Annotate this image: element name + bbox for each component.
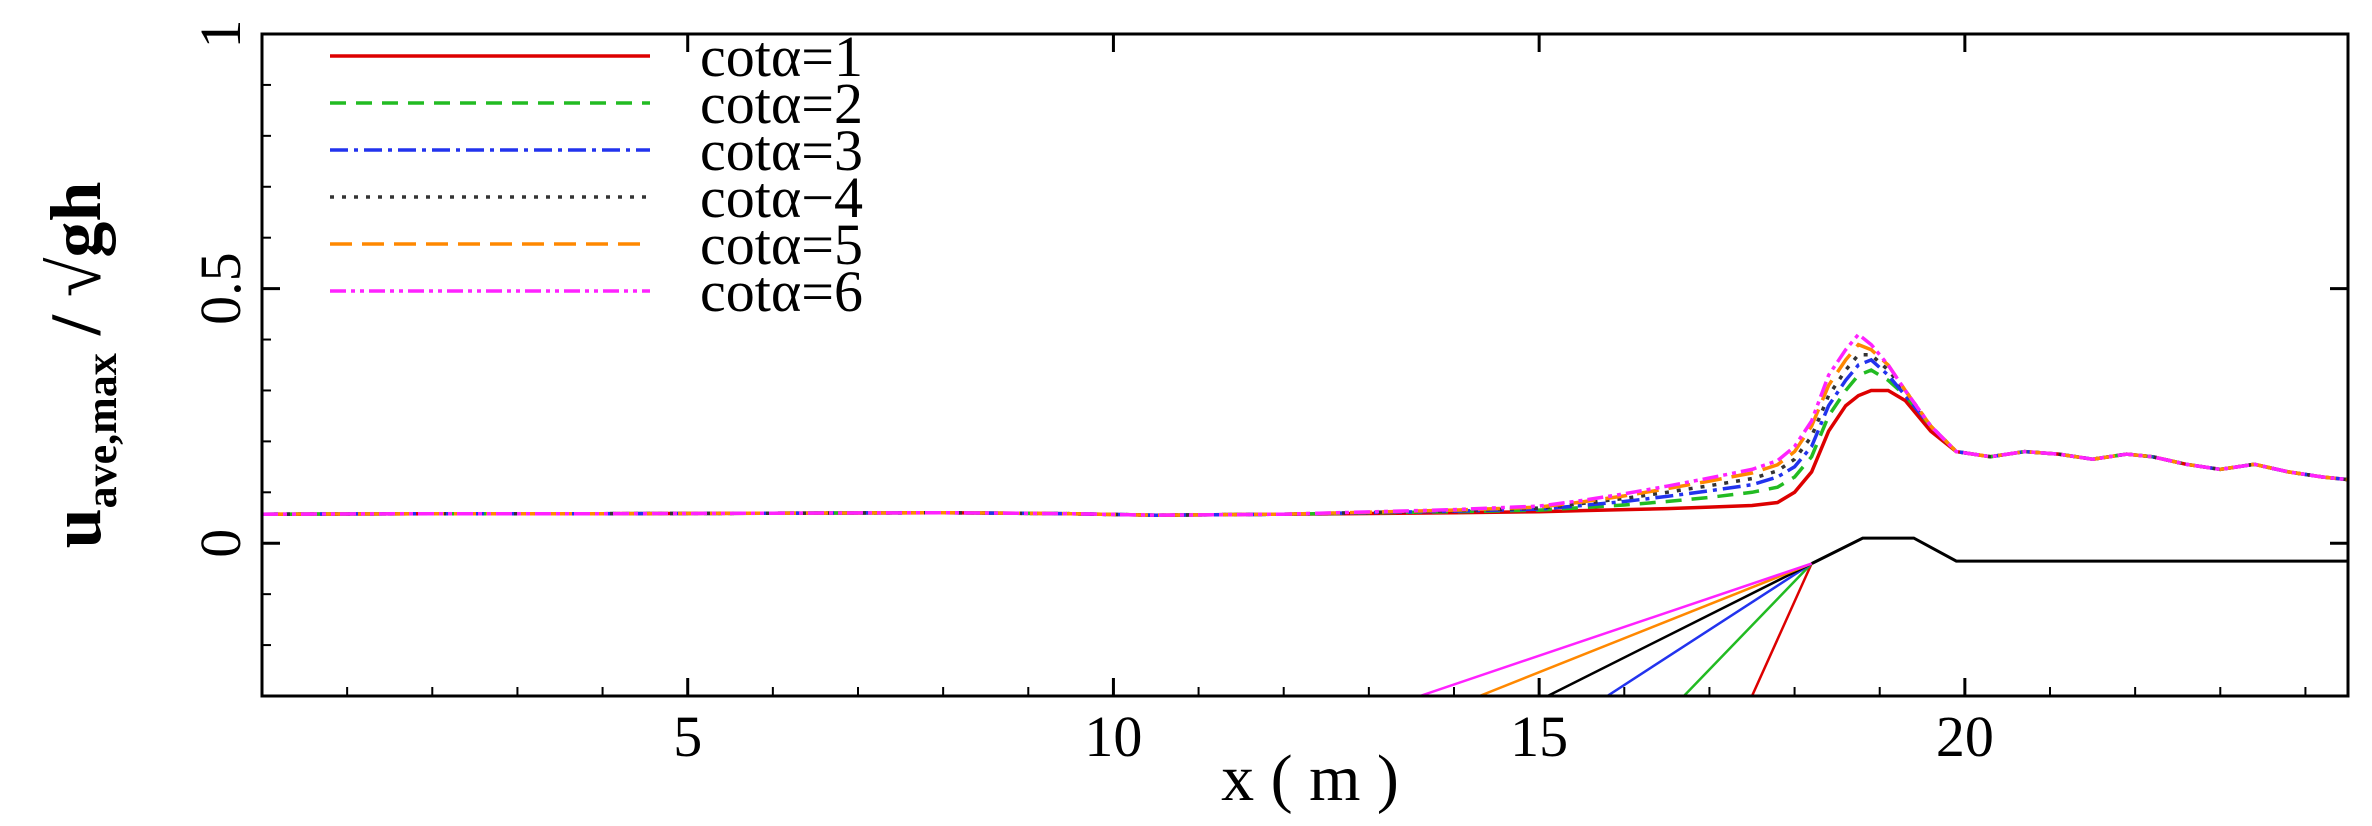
y-axis-label-main: u xyxy=(36,508,116,548)
legend-label-5: cotα=5 xyxy=(700,212,863,277)
slope-line-1 xyxy=(1750,563,1813,696)
series-line-4 xyxy=(262,353,2348,517)
y-tick-label-2: 1 xyxy=(188,20,253,49)
y-axis-label-rest: / √gh xyxy=(36,182,116,354)
legend-label-1: cotα=1 xyxy=(700,24,863,89)
y-axis-label-subscript: ave,max xyxy=(77,353,126,508)
y-tick-label-0: 0 xyxy=(188,529,253,558)
y-axis-label: uave,max / √gh xyxy=(36,182,126,549)
series-line-3 xyxy=(262,357,2348,517)
slope-line-3 xyxy=(1606,562,1813,696)
axes-layer: 5 10 15 20 0 0.5 1 xyxy=(188,20,2348,769)
series-line-6 xyxy=(262,331,2348,517)
series-layer xyxy=(262,331,2348,517)
slope-line-4 xyxy=(1547,562,1813,696)
x-tick-label-5: 5 xyxy=(673,704,702,769)
legend-label-4: cotα−4 xyxy=(700,165,863,230)
legend-label-3: cotα=3 xyxy=(700,118,863,183)
series-line-5 xyxy=(262,342,2348,517)
legend-label-2: cotα=2 xyxy=(700,71,863,136)
x-axis-label: x ( m ) xyxy=(1221,742,1399,815)
legend-label-6: cotα=6 xyxy=(700,259,863,324)
slope-line-6 xyxy=(1419,562,1813,696)
geometry-layer xyxy=(1419,536,2348,696)
x-tick-label-10: 10 xyxy=(1084,704,1142,769)
plot-frame xyxy=(260,32,2350,698)
slope-line-2 xyxy=(1682,562,1813,696)
slope-line-5 xyxy=(1479,562,1813,696)
series-line-2 xyxy=(262,368,2348,517)
x-tick-label-20: 20 xyxy=(1936,704,1994,769)
x-tick-label-15: 15 xyxy=(1510,704,1568,769)
bathymetry-profile xyxy=(1810,536,2348,565)
y-tick-label-1: 0.5 xyxy=(188,252,253,325)
